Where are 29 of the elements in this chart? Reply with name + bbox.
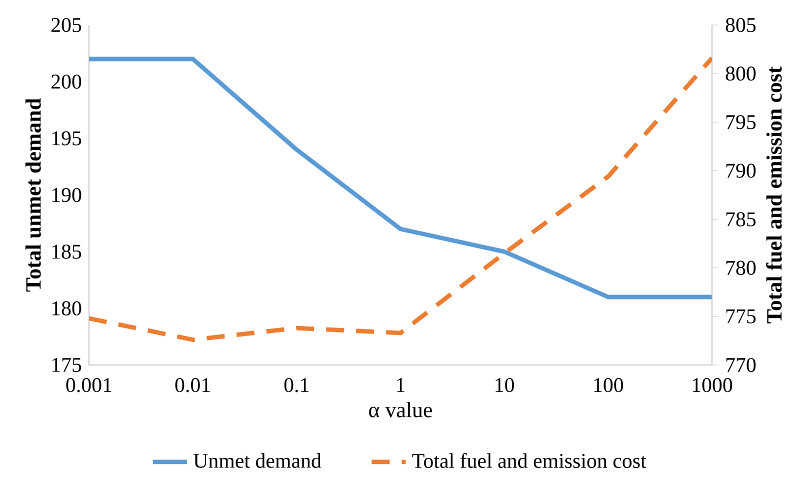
x-tick-label: 1 — [397, 378, 404, 392]
y2-axis-title: Total fuel and emission cost — [766, 66, 782, 324]
x-tick-label: 0.1 — [284, 378, 308, 392]
y2-tick-label: 780 — [726, 260, 756, 275]
y-tick-label: 205 — [51, 18, 82, 32]
y-tick-label: 190 — [52, 188, 82, 202]
y2-tick-label: 795 — [726, 115, 756, 130]
x-tick-label: 10 — [496, 378, 514, 392]
line-series — [89, 56, 712, 342]
x-axis-title: α value — [369, 402, 432, 418]
y2-tick-label: 805 — [726, 18, 756, 32]
x-tick-label: 1000 — [692, 378, 732, 392]
y-axis-title: Total unmet demand — [25, 98, 41, 292]
y-tick-label: 195 — [52, 131, 82, 146]
line-series — [89, 56, 712, 300]
y-tick-label: 175 — [52, 358, 82, 372]
x-tick-label: 100 — [594, 378, 624, 392]
y2-tick-label: 800 — [726, 66, 756, 81]
legend-label: Unmet demand — [194, 453, 322, 468]
y-tick-label: 185 — [52, 244, 82, 259]
legend-label: Total fuel and emission cost — [412, 453, 646, 468]
y2-tick-label: 785 — [726, 212, 756, 226]
y2-tick-label: 775 — [726, 309, 756, 324]
y2-tick-label: 770 — [726, 358, 756, 372]
y-tick-label: 180 — [52, 301, 82, 316]
y-tick-label: 200 — [51, 74, 82, 89]
x-tick-label: 0.001 — [66, 378, 112, 392]
y2-tick-label: 790 — [726, 164, 756, 178]
x-tick-label: 0.01 — [175, 378, 210, 392]
